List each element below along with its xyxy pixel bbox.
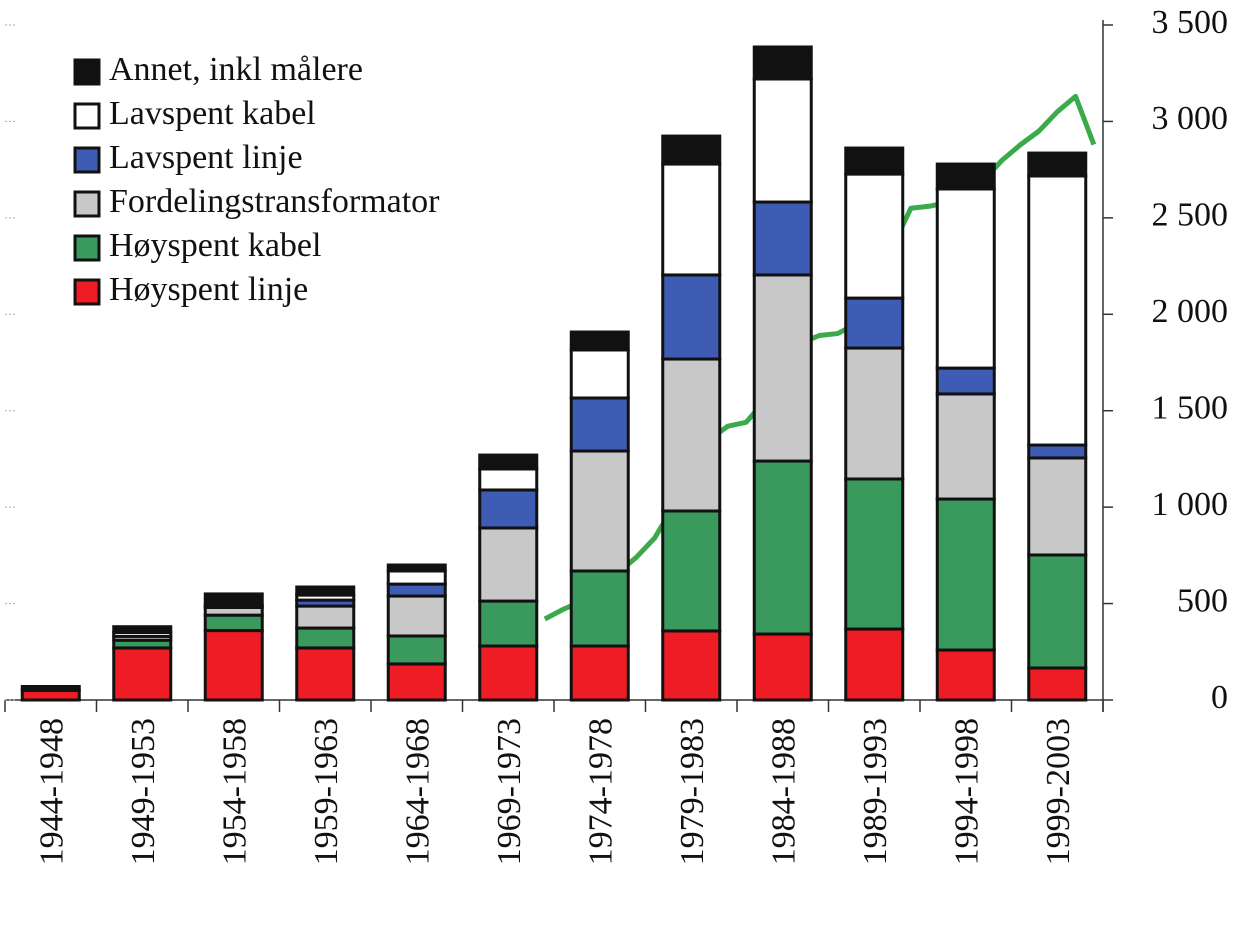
legend-swatch	[73, 234, 101, 262]
bar-segment	[295, 604, 356, 630]
y-tick-label: 3 500	[1152, 4, 1229, 41]
bar-segment	[1027, 174, 1088, 447]
x-tick-label: 1989-1993	[857, 718, 894, 865]
x-tick-label: 1949-1953	[125, 718, 162, 865]
bar-segment	[752, 632, 813, 702]
bar-segment	[752, 45, 813, 81]
bar-segment	[569, 569, 630, 648]
bar-segment	[386, 569, 447, 586]
bar-segment	[569, 348, 630, 400]
legend-swatch	[73, 146, 101, 174]
bar-segment	[1027, 443, 1088, 460]
bar-segment	[661, 273, 722, 361]
bar-segment	[203, 592, 264, 608]
legend-label: Lavspent linje	[109, 139, 303, 176]
bar-segment	[386, 662, 447, 702]
bar-segment	[752, 77, 813, 204]
legend-label: Høyspent linje	[109, 271, 308, 308]
trend-line	[543, 93, 1097, 622]
x-tick-label: 1979-1983	[674, 718, 711, 865]
legend-swatch	[73, 278, 101, 306]
bar-segment	[112, 625, 173, 635]
x-tick-label: 1964-1968	[400, 718, 437, 865]
bar-segment	[569, 330, 630, 352]
bar-segment	[844, 627, 905, 702]
bar-segment	[844, 477, 905, 631]
bar-segment	[386, 594, 447, 638]
y-tick-label: 2 500	[1152, 197, 1229, 234]
y-tick-label: 1 000	[1152, 486, 1229, 523]
bar-segment	[1027, 666, 1088, 702]
bar-segment	[1027, 553, 1088, 670]
bar-segment	[661, 629, 722, 702]
bar-segment	[1027, 456, 1088, 557]
bar-segment	[935, 648, 996, 702]
x-tick-label: 1999-2003	[1040, 718, 1077, 865]
x-tick-label: 1954-1958	[217, 718, 254, 865]
bar-segment	[112, 646, 173, 702]
bar-segment	[661, 357, 722, 513]
bar-segment	[935, 366, 996, 396]
y-tick-label: 1 500	[1152, 390, 1229, 427]
bar-segment	[844, 146, 905, 176]
bar-segment	[935, 187, 996, 370]
bar-segment	[935, 497, 996, 652]
bar-segment	[752, 273, 813, 463]
legend-swatch	[73, 190, 101, 218]
y-tick-label: 2 000	[1152, 293, 1229, 330]
bar-segment	[203, 629, 264, 702]
bar-segment	[478, 599, 539, 648]
bar-segment	[386, 563, 447, 573]
bar-segment	[20, 685, 81, 692]
bar-segment	[295, 585, 356, 597]
bar-segment	[661, 509, 722, 633]
bar-segment	[752, 459, 813, 636]
bar-segment	[295, 646, 356, 702]
bar-segment	[844, 172, 905, 300]
x-tick-label: 1994-1998	[949, 718, 986, 865]
bar-segment	[478, 467, 539, 492]
bar-segment	[752, 200, 813, 277]
bar-segment	[478, 453, 539, 471]
x-tick-label: 1984-1988	[766, 718, 803, 865]
legend-swatch	[73, 102, 101, 130]
y-tick-label: 0	[1211, 679, 1228, 716]
bar-segment	[569, 396, 630, 453]
bar-segment	[386, 634, 447, 666]
bar-segment	[661, 162, 722, 277]
bar-segment	[935, 162, 996, 191]
bar-segment	[935, 392, 996, 501]
bar-segment	[661, 134, 722, 166]
x-tick-label: 1969-1973	[491, 718, 528, 865]
x-tick-label: 1944-1948	[34, 718, 71, 865]
bar-segment	[386, 582, 447, 598]
bar-segment	[478, 488, 539, 530]
legend-label: Høyspent kabel	[109, 227, 321, 264]
legend-label: Fordelingstransformator	[109, 183, 440, 220]
x-tick-label: 1974-1978	[583, 718, 620, 865]
bar-segment	[295, 626, 356, 650]
bar-segment	[1027, 151, 1088, 178]
y-tick-label: 500	[1177, 582, 1228, 619]
bar-segment	[569, 644, 630, 702]
legend-label: Lavspent kabel	[109, 95, 316, 132]
bar-segment	[844, 296, 905, 350]
legend-label: Annet, inkl målere	[109, 51, 363, 88]
bar-segment	[569, 449, 630, 573]
y-tick-label: 3 000	[1152, 100, 1229, 137]
bar-segment	[478, 526, 539, 603]
bar-segment	[203, 613, 264, 633]
bar-segment	[478, 644, 539, 702]
bar-segment	[844, 346, 905, 481]
legend-swatch	[73, 58, 101, 86]
x-tick-label: 1959-1963	[308, 718, 345, 865]
